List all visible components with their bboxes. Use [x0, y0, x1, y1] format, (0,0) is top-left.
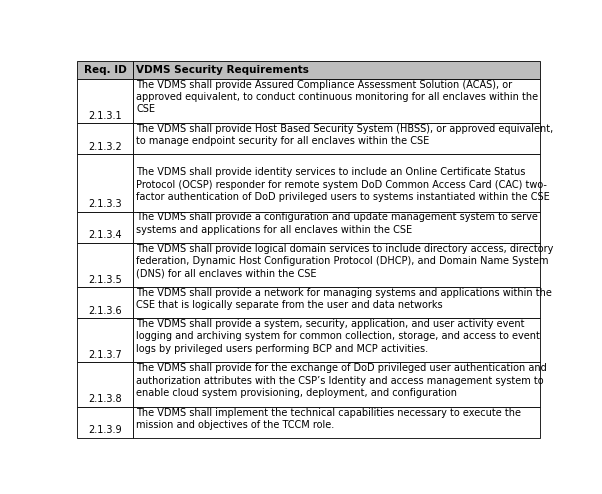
Text: 2.1.3.5: 2.1.3.5 — [88, 275, 122, 285]
Bar — [133, 243, 540, 287]
Bar — [77, 362, 133, 407]
Bar — [77, 407, 133, 438]
Text: 2.1.3.8: 2.1.3.8 — [88, 394, 122, 404]
Text: The VDMS shall provide for the exchange of DoD privileged user authentication an: The VDMS shall provide for the exchange … — [136, 363, 547, 398]
Text: 2.1.3.1: 2.1.3.1 — [88, 111, 122, 121]
Bar — [133, 123, 540, 154]
Text: The VDMS shall implement the technical capabilities necessary to execute the
mis: The VDMS shall implement the technical c… — [136, 408, 521, 430]
Bar — [77, 123, 133, 154]
Bar — [133, 362, 540, 407]
Text: 2.1.3.3: 2.1.3.3 — [88, 199, 122, 209]
Bar — [133, 79, 540, 123]
Bar — [77, 318, 133, 362]
Text: The VDMS shall provide Assured Compliance Assessment Solution (ACAS), or
approve: The VDMS shall provide Assured Complianc… — [136, 80, 538, 115]
Bar — [133, 287, 540, 318]
Text: 2.1.3.9: 2.1.3.9 — [88, 425, 122, 435]
Bar — [77, 154, 133, 211]
Text: 2.1.3.7: 2.1.3.7 — [88, 350, 122, 360]
Text: 2.1.3.6: 2.1.3.6 — [88, 306, 122, 316]
Bar — [77, 79, 133, 123]
Bar — [77, 243, 133, 287]
Bar — [133, 211, 540, 243]
Text: VDMS Security Requirements: VDMS Security Requirements — [136, 65, 309, 75]
Text: The VDMS shall provide a system, security, application, and user activity event
: The VDMS shall provide a system, securit… — [136, 319, 540, 354]
Text: The VDMS shall provide identity services to include an Online Certificate Status: The VDMS shall provide identity services… — [136, 155, 550, 202]
Text: The VDMS shall provide logical domain services to include directory access, dire: The VDMS shall provide logical domain se… — [136, 244, 554, 279]
Text: 2.1.3.4: 2.1.3.4 — [88, 230, 122, 241]
Bar — [77, 211, 133, 243]
Bar — [133, 154, 540, 211]
Text: The VDMS shall provide a network for managing systems and applications within th: The VDMS shall provide a network for man… — [136, 288, 552, 310]
Text: Req. ID: Req. ID — [84, 65, 126, 75]
Bar — [133, 407, 540, 438]
Bar — [77, 61, 133, 79]
Text: 2.1.3.2: 2.1.3.2 — [88, 142, 122, 152]
Bar — [77, 287, 133, 318]
Text: The VDMS shall provide Host Based Security System (HBSS), or approved equivalent: The VDMS shall provide Host Based Securi… — [136, 124, 553, 146]
Bar — [133, 318, 540, 362]
Text: The VDMS shall provide a configuration and update management system to serve
sys: The VDMS shall provide a configuration a… — [136, 212, 538, 235]
Bar — [133, 61, 540, 79]
